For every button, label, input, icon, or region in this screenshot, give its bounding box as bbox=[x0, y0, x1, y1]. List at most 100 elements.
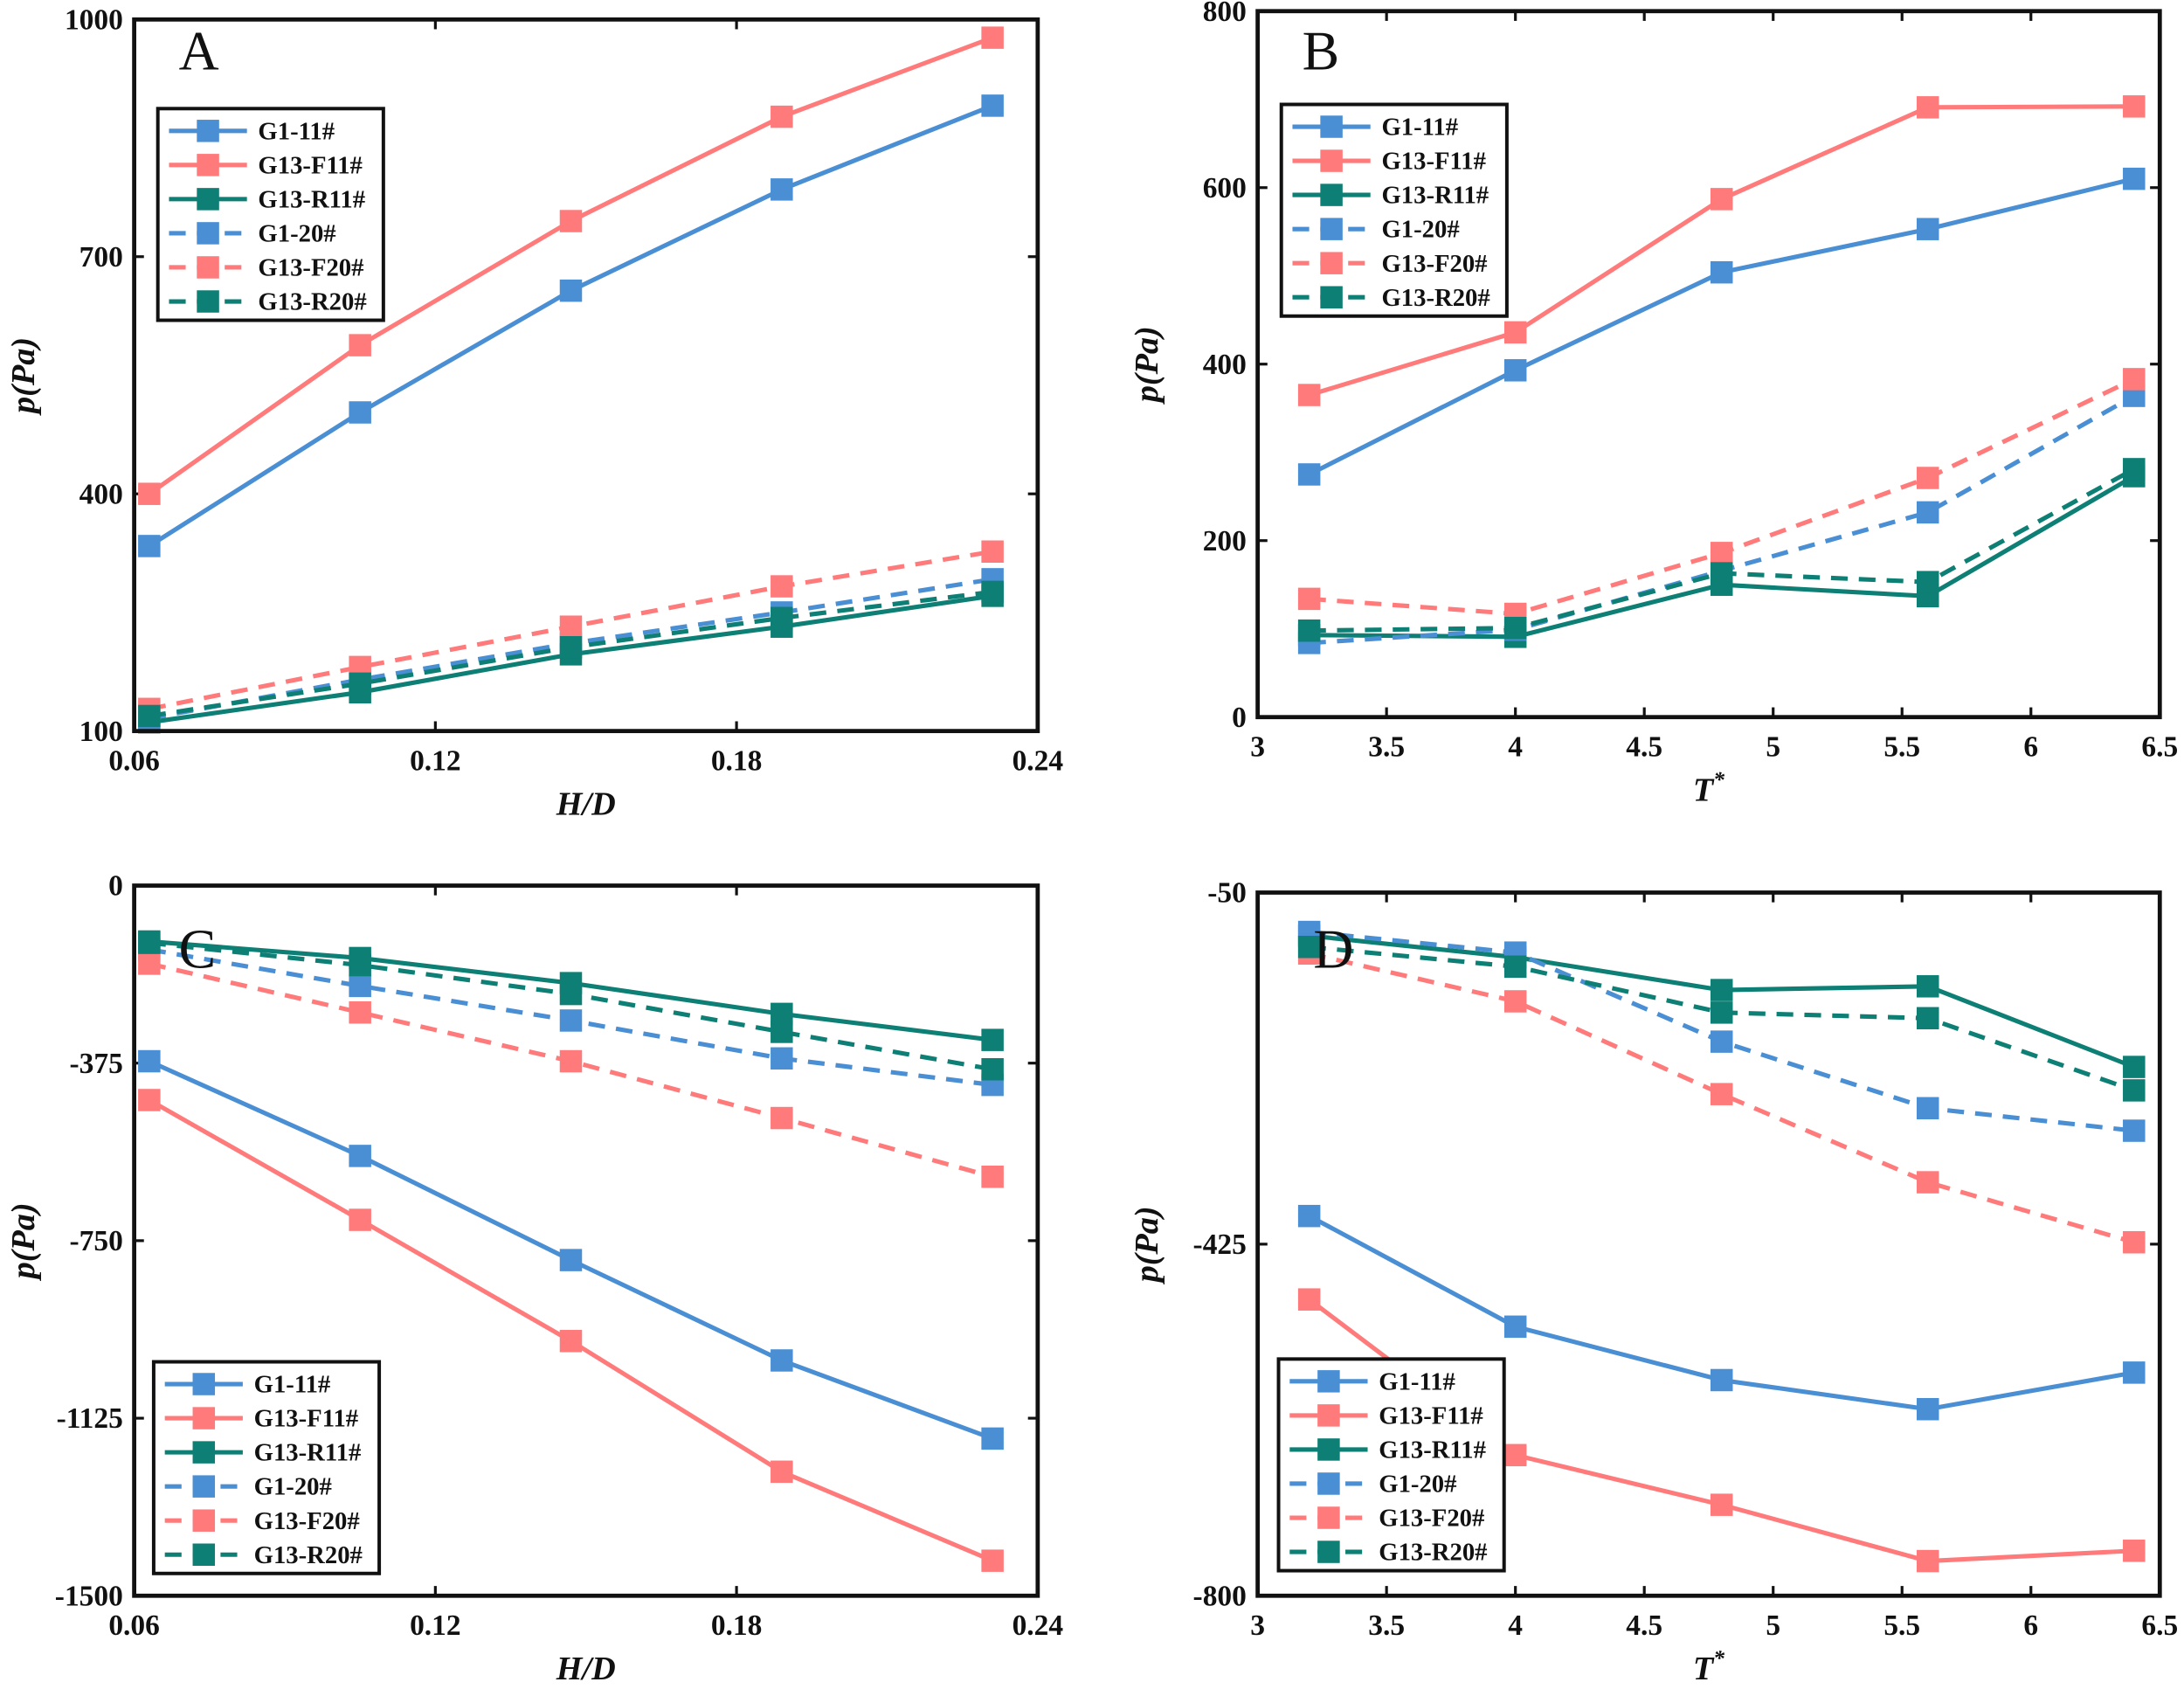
series-G13-R11# bbox=[1297, 924, 2146, 1078]
legend-box bbox=[156, 107, 385, 322]
legend-label: G13-R20# bbox=[1379, 1539, 1487, 1567]
x-tick-label: 0.24 bbox=[1013, 744, 1064, 777]
x-tick-label: 5 bbox=[1766, 1609, 1780, 1642]
data-point bbox=[559, 635, 583, 659]
data-point bbox=[1297, 587, 1321, 611]
legend-marker bbox=[197, 256, 219, 279]
data-point bbox=[138, 1089, 161, 1111]
data-point bbox=[559, 982, 583, 1006]
data-point bbox=[138, 931, 161, 954]
x-tick-label: 6 bbox=[2023, 730, 2038, 763]
x-axis-label: T* bbox=[1693, 1645, 1724, 1687]
series-line bbox=[1309, 951, 2135, 1245]
legend-label: G13-F11# bbox=[258, 151, 362, 179]
data-point bbox=[981, 1427, 1004, 1450]
series-G13-R20# bbox=[138, 580, 1004, 728]
data-point bbox=[981, 540, 1004, 563]
legend-label: G13-R11# bbox=[1379, 1436, 1486, 1464]
legend: G1-11# G13-F11# G13-R11# G1-20# G13-F20# G13-… bbox=[1279, 102, 1509, 318]
data-point bbox=[559, 1049, 583, 1073]
legend-label: G13-R20# bbox=[254, 1541, 363, 1569]
y-tick-label: 400 bbox=[1203, 349, 1247, 381]
legend: G1-11# G13-F11# G13-R11# G1-20# G13-F20# G13-… bbox=[1276, 1357, 1506, 1573]
x-tick-label: 4 bbox=[1508, 1609, 1523, 1642]
data-point bbox=[1297, 1288, 1321, 1311]
legend-label: G13-F11# bbox=[1381, 148, 1485, 176]
x-axis-label: H/D bbox=[556, 1651, 616, 1687]
data-point bbox=[2123, 368, 2146, 391]
data-point bbox=[349, 401, 371, 424]
legend-label: G1-11# bbox=[1379, 1367, 1455, 1395]
series-G1-11# bbox=[1297, 1204, 2146, 1421]
legend-label: G13-F11# bbox=[1379, 1402, 1482, 1429]
panel-label: B bbox=[1303, 20, 1340, 82]
legend-marker bbox=[197, 120, 219, 142]
series-G1-20# bbox=[138, 938, 1004, 1097]
y-tick-label: 800 bbox=[1203, 0, 1247, 28]
data-point bbox=[349, 953, 371, 977]
y-tick-label: 0 bbox=[1232, 702, 1247, 734]
legend-marker bbox=[192, 1543, 216, 1566]
legend-box bbox=[1279, 102, 1509, 318]
data-point bbox=[981, 1549, 1004, 1572]
legend-marker bbox=[1320, 252, 1343, 274]
data-point bbox=[981, 580, 1004, 604]
data-point bbox=[1297, 935, 1321, 959]
data-point bbox=[2123, 1119, 2146, 1142]
data-point bbox=[1297, 384, 1321, 406]
legend-marker bbox=[197, 222, 219, 245]
series-G13-F20# bbox=[138, 952, 1004, 1188]
y-axis-label: p(Pa) bbox=[5, 1202, 42, 1281]
panel-D: 3 3.5 4 4.5 5 5.5 6 6.5 -800 -425 -50 T* p(Pa) G1-11#… bbox=[1129, 877, 2178, 1687]
panel-C: 0.06 0.12 0.18 0.24 -1500 -1125 -750 -375 0 H/D p(… bbox=[5, 870, 1064, 1687]
legend-marker bbox=[1317, 1506, 1340, 1529]
y-tick-label: 0 bbox=[108, 870, 123, 903]
legend-marker bbox=[197, 188, 219, 211]
data-point bbox=[1917, 571, 1939, 593]
data-point bbox=[771, 606, 793, 629]
y-tick-label: -375 bbox=[70, 1048, 123, 1080]
legend-label: G13-F20# bbox=[254, 1507, 360, 1535]
data-point bbox=[771, 178, 793, 201]
series-G1-11# bbox=[138, 1049, 1004, 1450]
data-point bbox=[2123, 1056, 2146, 1078]
legend-label: G13-F20# bbox=[1381, 250, 1487, 278]
x-axis-label: T* bbox=[1693, 766, 1724, 808]
legend-label: G13-F20# bbox=[258, 254, 363, 282]
y-tick-label: 400 bbox=[79, 478, 123, 510]
data-point bbox=[1710, 542, 1733, 564]
plot-frame bbox=[132, 17, 1040, 734]
y-tick-label: 1000 bbox=[65, 3, 123, 36]
x-tick-label: 5.5 bbox=[1883, 730, 1920, 763]
data-point bbox=[1503, 990, 1527, 1013]
data-point bbox=[1503, 359, 1527, 382]
legend-label: G1-11# bbox=[1381, 114, 1458, 142]
legend-label: G13-R20# bbox=[1381, 284, 1489, 312]
legend-label: G1-11# bbox=[258, 117, 335, 145]
plot-frame bbox=[132, 883, 1040, 1598]
y-tick-label: 100 bbox=[79, 716, 123, 748]
data-point bbox=[981, 94, 1004, 117]
x-tick-label: 3.5 bbox=[1368, 1609, 1405, 1642]
data-point bbox=[559, 1330, 583, 1353]
series-G1-11# bbox=[1297, 167, 2146, 486]
legend-marker bbox=[192, 1509, 216, 1532]
data-point bbox=[1917, 975, 1939, 998]
legend-marker bbox=[192, 1475, 216, 1498]
legend-box bbox=[1276, 1357, 1506, 1573]
legend-marker bbox=[1320, 115, 1343, 138]
data-point bbox=[981, 1165, 1004, 1188]
data-point bbox=[1297, 463, 1321, 486]
data-point bbox=[138, 482, 161, 505]
data-point bbox=[559, 210, 583, 232]
y-axis-label: p(Pa) bbox=[1129, 1206, 1165, 1284]
x-tick-label: 5.5 bbox=[1883, 1609, 1920, 1642]
data-point bbox=[138, 952, 161, 975]
data-point bbox=[559, 615, 583, 638]
legend-marker bbox=[197, 290, 219, 313]
data-point bbox=[1917, 1171, 1939, 1194]
data-point bbox=[1917, 218, 1939, 240]
legend-marker bbox=[192, 1407, 216, 1429]
x-tick-label: 3.5 bbox=[1368, 730, 1405, 763]
